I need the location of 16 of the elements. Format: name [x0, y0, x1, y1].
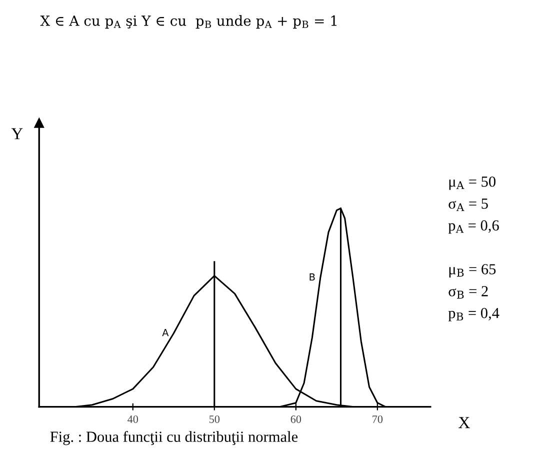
text: p$_{B}$ = 0,4 — [448, 308, 500, 322]
y-axis-title: Y — [11, 128, 23, 140]
series-label: B — [310, 273, 315, 281]
text: μ$_{A}$ = 50 — [449, 176, 496, 190]
text: μ$_{B}$ = 65 — [449, 264, 496, 278]
text: σ$_{B}$ = 2 — [448, 286, 488, 299]
chart-title: X ∈ A cu p$_{A}$ şi Y ∈ cu p$_{B}$ unde p$_{A}$ + p$_{B}$ = 1 — [40, 15, 336, 29]
series-label: A — [162, 328, 169, 336]
x-tick-label: 70 — [372, 415, 383, 423]
x-axis-title: X — [458, 417, 470, 428]
text: Fig. : Doua funcţii cu distribuţii normale — [50, 431, 298, 446]
x-tick-label: 40 — [128, 415, 138, 423]
text: σ$_{A}$ = 5 — [448, 198, 488, 212]
text: p$_{A}$ = 0,6 — [448, 220, 499, 234]
x-tick-label: 50 — [209, 415, 220, 423]
x-tick-label: 60 — [290, 415, 302, 423]
